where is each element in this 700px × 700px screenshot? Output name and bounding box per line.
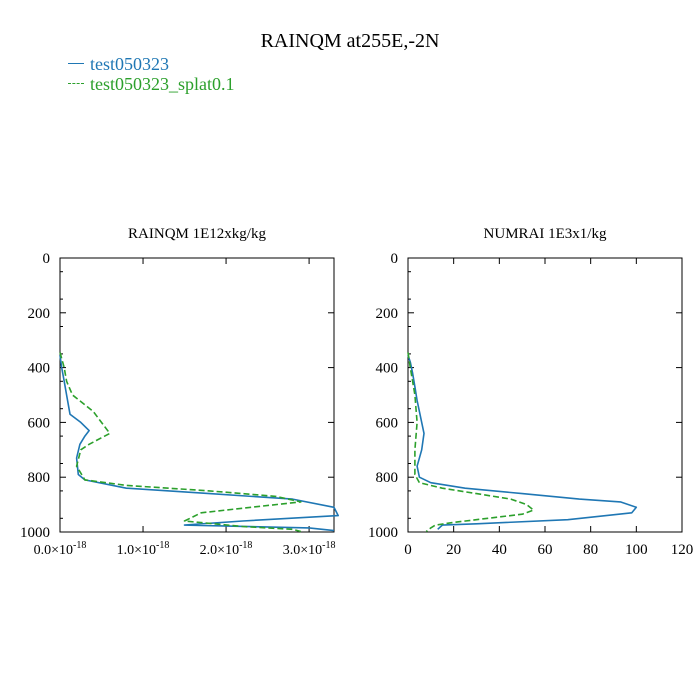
y-tick-label: 0 bbox=[391, 251, 399, 267]
y-tick-label: 1000 bbox=[368, 525, 398, 541]
x-tick-label: 1.0×10-18 bbox=[117, 540, 170, 558]
legend-swatch-dashed bbox=[68, 83, 84, 85]
plot-frame bbox=[407, 257, 683, 533]
x-tick-label: 120 bbox=[671, 542, 694, 558]
legend-label: test050323_splat0.1 bbox=[90, 74, 235, 94]
x-tick-label: 3.0×10-18 bbox=[283, 540, 336, 558]
legend-entry-test050323-splat: test050323_splat0.1 bbox=[68, 74, 235, 95]
x-tick-label: 20 bbox=[446, 542, 461, 558]
chart-panel-2: NUMRAI 1E3x1/kg 0 200 400 600 800 1000 0 20 40 60 8… bbox=[368, 226, 693, 558]
y-tick-label: 400 bbox=[376, 361, 399, 377]
y-tick-label: 0 bbox=[43, 251, 51, 267]
x-tick-mantissa: 3.0×10 bbox=[283, 543, 322, 558]
x-tick-mantissa: 2.0×10 bbox=[200, 543, 239, 558]
legend-entry-test050323: test050323 bbox=[68, 54, 169, 75]
y-tick-label: 400 bbox=[28, 361, 51, 377]
x-tick-label: 100 bbox=[625, 542, 648, 558]
y-tick-label: 800 bbox=[376, 470, 399, 486]
x-tick-exponent: -18 bbox=[73, 540, 86, 551]
x-tick-exponent: -18 bbox=[156, 540, 169, 551]
series-line-1 bbox=[59, 355, 340, 532]
x-tick-label: 2.0×10-18 bbox=[200, 540, 253, 558]
x-tick-mantissa: 0.0×10 bbox=[34, 543, 73, 558]
y-tick-label: 200 bbox=[28, 306, 51, 322]
legend-label: test050323 bbox=[90, 54, 169, 74]
y-tick-label: 800 bbox=[28, 470, 51, 486]
y-tick-label: 600 bbox=[28, 415, 51, 431]
plot-frame bbox=[59, 257, 335, 533]
y-tick-label: 200 bbox=[376, 306, 399, 322]
y-tick-label: 600 bbox=[376, 415, 399, 431]
series-line-2 bbox=[407, 352, 535, 533]
x-tick-label: 0.0×10-18 bbox=[34, 540, 87, 558]
legend-swatch-solid bbox=[68, 63, 84, 65]
chart-title: NUMRAI 1E3x1/kg bbox=[484, 226, 607, 242]
x-tick-mantissa: 1.0×10 bbox=[117, 543, 156, 558]
x-tick-label: 40 bbox=[492, 542, 507, 558]
x-tick-label: 80 bbox=[583, 542, 598, 558]
y-tick-label: 1000 bbox=[20, 525, 50, 541]
x-tick-exponent: -18 bbox=[239, 540, 252, 551]
series-line-2 bbox=[59, 352, 302, 533]
figure-title: RAINQM at255E,-2N bbox=[260, 30, 440, 52]
x-tick-label: 0 bbox=[404, 542, 412, 558]
chart-panel-1: RAINQM 1E12xkg/kg020040060080010000.0×10… bbox=[20, 226, 340, 558]
series-line-1 bbox=[407, 355, 638, 530]
chart-title: RAINQM 1E12xkg/kg bbox=[128, 226, 266, 242]
x-tick-label: 60 bbox=[538, 542, 553, 558]
x-tick-exponent: -18 bbox=[322, 540, 335, 551]
